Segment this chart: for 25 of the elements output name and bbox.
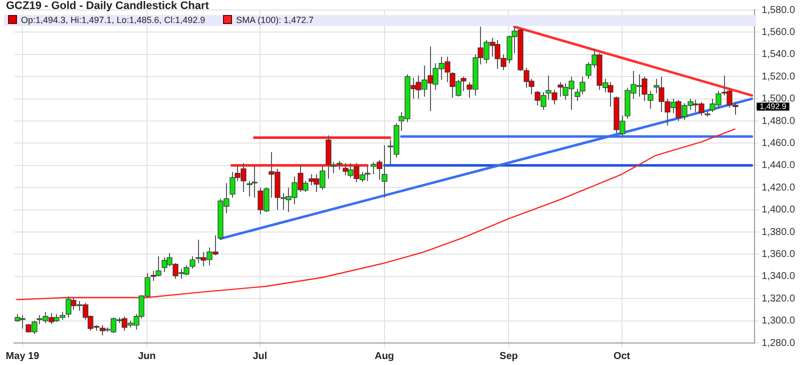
y-tick-label: 1,320.0 xyxy=(762,293,796,304)
y-tick-label: 1,400.0 xyxy=(762,204,796,216)
x-tick-label: Jul xyxy=(252,350,268,362)
y-tick-label: 1,420.0 xyxy=(762,182,796,194)
y-tick-label: 1,380.0 xyxy=(762,226,796,238)
y-tick-label: 1,340.0 xyxy=(762,271,796,282)
y-tick-label: 1,460.0 xyxy=(762,138,796,149)
y-tick-label: 1,560.0 xyxy=(762,26,796,38)
legend-label: Op:1,494.3, Hi:1,497.1, Lo:1,485.6, Cl:1,492.9 xyxy=(21,15,206,25)
x-tick-label: Jun xyxy=(138,350,156,362)
y-tick-label: 1,540.0 xyxy=(762,49,796,60)
y-tick-label: 1,480.0 xyxy=(762,116,796,127)
x-tick-label: May 19 xyxy=(6,350,40,362)
text: 1,492.9 xyxy=(760,102,787,111)
legend-label: SMA (100): 1,472.7 xyxy=(236,15,314,25)
y-tick-label: 1,520.0 xyxy=(762,71,796,82)
y-tick-label: 1,440.0 xyxy=(762,160,796,172)
x-tick-label: Aug xyxy=(374,350,394,362)
x-tick-label: Oct xyxy=(613,350,631,362)
chart-title: GCZ19 - Gold - Daily Candlestick Chart xyxy=(6,0,209,12)
y-tick-label: 1,280.0 xyxy=(762,338,796,349)
y-tick-label: 1,300.0 xyxy=(762,316,796,327)
y-tick-label: 1,580.0 xyxy=(762,4,796,16)
y-tick-label: 1,360.0 xyxy=(762,248,796,260)
x-tick-label: Sep xyxy=(500,350,518,362)
